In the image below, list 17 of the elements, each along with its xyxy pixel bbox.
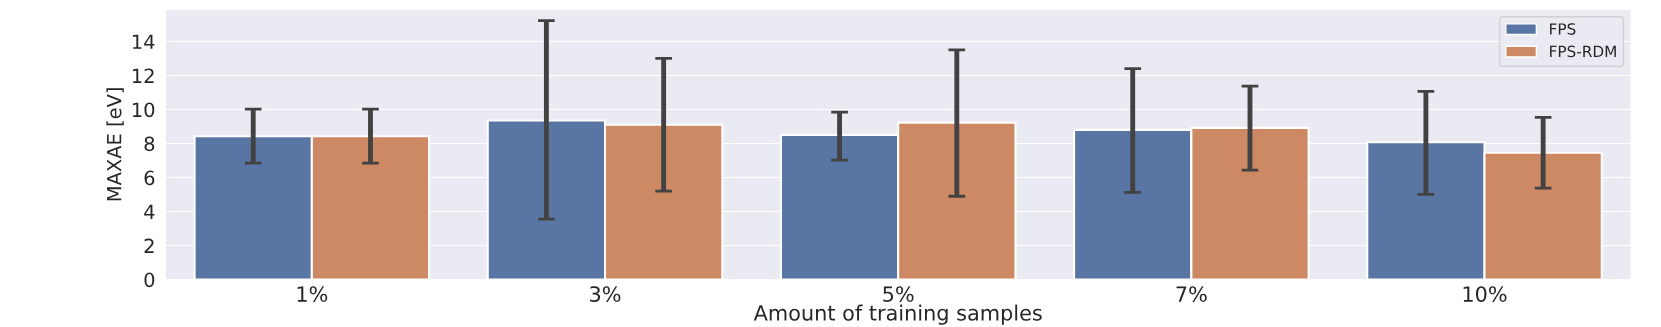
y-tick-label: 6 bbox=[144, 170, 155, 186]
x-axis-title: Amount of training samples bbox=[753, 304, 1042, 325]
x-tick-label: 1% bbox=[297, 286, 328, 302]
x-tick-label: 7% bbox=[1176, 286, 1207, 302]
y-axis-title: MAXAE [eV] bbox=[106, 88, 124, 201]
legend-label: FPS-RDM bbox=[1550, 45, 1616, 58]
y-tick-label: 10 bbox=[132, 102, 155, 118]
x-tick-label: 5% bbox=[883, 286, 914, 302]
y-tick-label: 14 bbox=[132, 34, 155, 49]
y-tick-label: 12 bbox=[132, 68, 154, 83]
y-tick-label: 2 bbox=[144, 238, 154, 253]
y-tick-label: 0 bbox=[144, 272, 155, 288]
y-tick-label: 8 bbox=[144, 136, 155, 152]
x-tick-label: 10% bbox=[1463, 286, 1507, 302]
x-tick-label: 3% bbox=[590, 286, 621, 302]
legend-label: FPS bbox=[1550, 23, 1576, 35]
y-tick-label: 4 bbox=[144, 204, 155, 219]
